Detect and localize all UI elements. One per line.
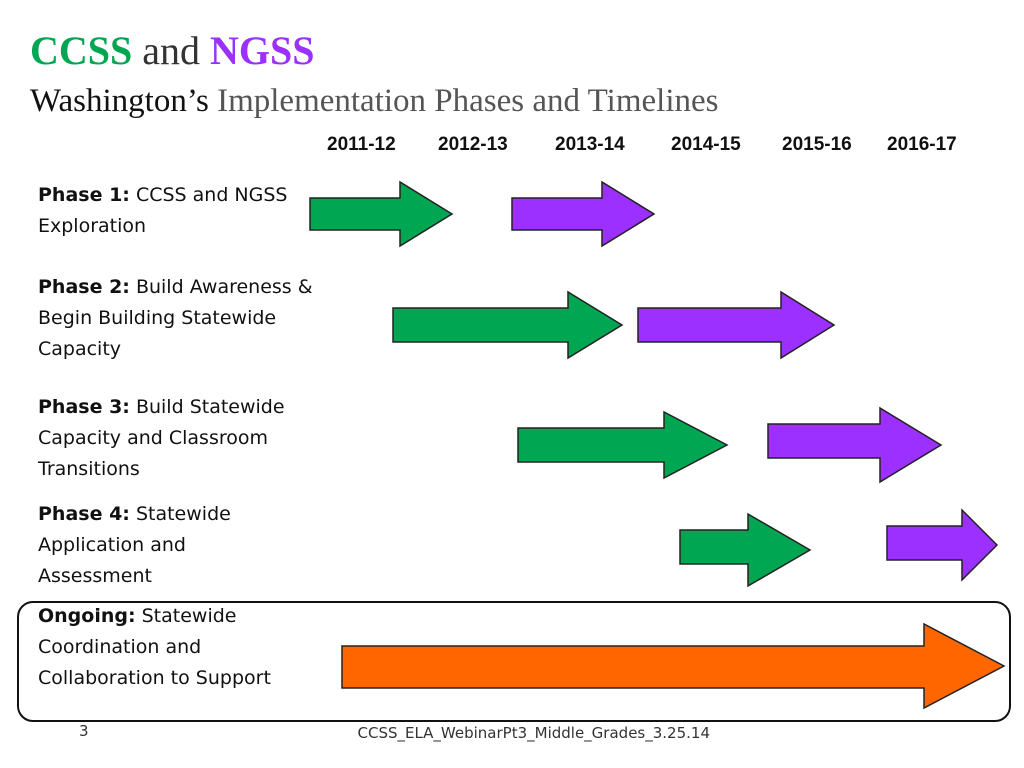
phase-text: Statewide Coordination and Collaboration… xyxy=(38,605,271,689)
ccss-arrow-phase-1 xyxy=(309,180,454,248)
year-label: 2016-17 xyxy=(887,134,957,155)
ngss-arrow-phase-2 xyxy=(637,290,836,360)
phase-2: Phase 2: Build Awareness & Begin Buildin… xyxy=(38,272,318,365)
phase-label: Phase 1: xyxy=(38,184,130,206)
year-label: 2012-13 xyxy=(438,134,508,155)
phase-label: Ongoing: xyxy=(38,605,136,627)
slide-subtitle: Washington’s Implementation Phases and T… xyxy=(30,80,718,122)
phase-text: CCSS and NGSS Exploration xyxy=(38,184,288,237)
subtitle-rest: Implementation Phases and Timelines xyxy=(217,83,719,119)
ongoing-box xyxy=(17,601,1011,722)
year-label: 2013-14 xyxy=(555,134,625,155)
ongoing-arrow xyxy=(341,622,1006,710)
title-and: and xyxy=(142,28,201,73)
phase-text: Build Statewide Capacity and Classroom T… xyxy=(38,396,285,480)
ccss-arrow-phase-2 xyxy=(392,290,624,360)
phase-label: Phase 4: xyxy=(38,503,130,525)
ngss-arrow-phase-3 xyxy=(767,406,943,484)
ngss-arrow-phase-4 xyxy=(886,508,999,582)
phase-text: Statewide Application and Assessment xyxy=(38,503,231,587)
phase-label: Phase 3: xyxy=(38,396,130,418)
ccss-arrow-phase-4 xyxy=(679,512,812,588)
phase-4: Phase 4: Statewide Application and Asses… xyxy=(38,499,253,592)
phase-1: Phase 1: CCSS and NGSS Exploration xyxy=(38,180,318,242)
slide-number: 3 xyxy=(79,722,89,740)
title-ngss: NGSS xyxy=(210,28,315,73)
title-ccss: CCSS xyxy=(30,28,133,73)
year-label: 2015-16 xyxy=(782,134,852,155)
phase-text: Build Awareness & Begin Building Statewi… xyxy=(38,276,313,360)
slide-title: CCSS and NGSS xyxy=(30,28,315,74)
ngss-arrow-phase-1 xyxy=(511,180,656,248)
subtitle-prefix: Washington’s xyxy=(30,83,209,119)
ccss-arrow-phase-3 xyxy=(517,410,729,480)
year-label: 2014-15 xyxy=(671,134,741,155)
phase-3: Phase 3: Build Statewide Capacity and Cl… xyxy=(38,392,308,485)
year-label: 2011-12 xyxy=(327,134,396,155)
phase-label: Phase 2: xyxy=(38,276,130,298)
footer-filename: CCSS_ELA_WebinarPt3_Middle_Grades_3.25.1… xyxy=(357,724,711,742)
phase-ongoing: Ongoing: Statewide Coordination and Coll… xyxy=(38,601,313,694)
